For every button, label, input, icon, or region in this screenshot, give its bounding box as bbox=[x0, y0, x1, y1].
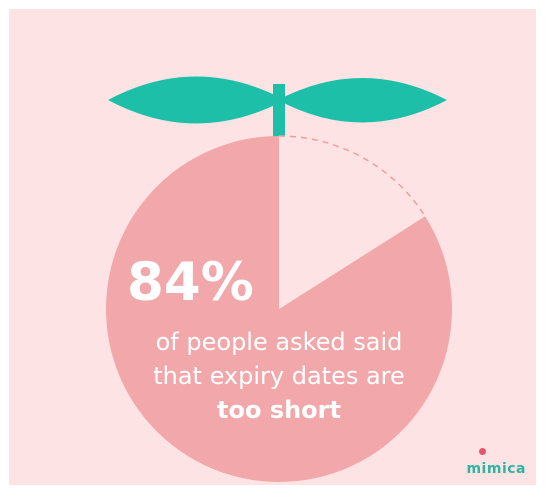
brand-dot-icon bbox=[479, 448, 486, 455]
caption-line-1: of people asked said bbox=[155, 328, 403, 356]
right-leaf bbox=[278, 78, 447, 123]
pie-slices bbox=[105, 136, 452, 482]
fruit-pie-chart bbox=[105, 76, 452, 482]
pie-slice-main bbox=[105, 136, 452, 482]
left-leaf bbox=[108, 76, 285, 124]
caption-line-2: that expiry dates are bbox=[153, 362, 405, 390]
brand-logo: mimica bbox=[466, 461, 526, 477]
pie-slice-remaining bbox=[279, 136, 426, 309]
stem bbox=[273, 84, 285, 144]
infographic-card: 84% of people asked said that expiry dat… bbox=[9, 9, 536, 485]
caption-line-3: too short bbox=[217, 396, 341, 424]
percentage-value: 84% bbox=[127, 252, 254, 313]
caption: of people asked said that expiry dates a… bbox=[109, 325, 449, 427]
